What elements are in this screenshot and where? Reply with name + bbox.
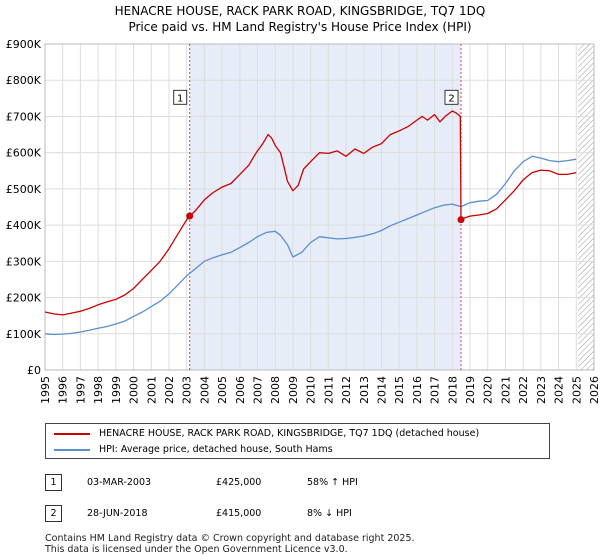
x-tick-label: 2014 xyxy=(375,376,388,404)
x-tick-label: 2018 xyxy=(446,376,459,404)
y-tick-label: £400K xyxy=(6,219,42,232)
x-tick-label: 2016 xyxy=(411,376,424,404)
x-tick-label: 1996 xyxy=(57,376,70,404)
x-tick-label: 2013 xyxy=(358,376,371,404)
x-tick-label: 2017 xyxy=(429,376,442,404)
transaction-number-badge: 1 xyxy=(45,474,62,491)
x-tick-label: 2004 xyxy=(198,376,211,404)
y-tick-label: £900K xyxy=(6,38,42,51)
chart-title: HENACRE HOUSE, RACK PARK ROAD, KINGSBRID… xyxy=(114,4,486,18)
x-tick-label: 2012 xyxy=(340,376,353,404)
x-tick-label: 2026 xyxy=(588,376,600,404)
price-chart: £0 £100K £200K £300K £400K £500K £600K £700K £80… xyxy=(6,38,600,404)
sale-label-number: 2 xyxy=(448,93,454,104)
sale-point xyxy=(186,212,194,220)
y-tick-label: £200K xyxy=(6,292,42,305)
legend-hpi-swatch xyxy=(54,448,90,451)
legend-property-label: HENACRE HOUSE, RACK PARK ROAD, KINGSBRID… xyxy=(99,428,480,439)
x-tick-label: 2020 xyxy=(482,376,495,404)
x-tick-label: 2022 xyxy=(517,376,530,404)
legend-property-swatch xyxy=(54,432,90,435)
y-tick-label: £300K xyxy=(6,255,42,268)
sale-label-frame xyxy=(173,89,188,105)
y-tick-label: £700K xyxy=(6,110,42,123)
ownership-shade xyxy=(189,44,462,370)
x-tick-label: 2007 xyxy=(252,376,265,404)
x-tick-label: 2008 xyxy=(269,376,282,404)
sale-label-box: 2 xyxy=(444,89,459,105)
x-tick-label: 2021 xyxy=(499,376,512,404)
x-tick-label: 2025 xyxy=(570,376,583,404)
footer-copyright: Contains HM Land Registry data © Crown c… xyxy=(45,533,415,544)
x-tick-label: 2023 xyxy=(535,376,548,404)
x-tick-label: 2010 xyxy=(305,376,318,404)
sale-label-number: 1 xyxy=(177,93,183,104)
legend-hpi-label: HPI: Average price, detached house, Sout… xyxy=(99,444,333,455)
property-series-line xyxy=(44,110,577,316)
plot-area-border xyxy=(44,43,595,371)
transaction-number-badge: 2 xyxy=(45,505,62,522)
y-tick-label: £0 xyxy=(27,364,41,377)
hpi-series-line xyxy=(44,155,577,336)
x-tick-label: 1995 xyxy=(39,376,52,404)
chart-subtitle: Price paid vs. HM Land Registry's House … xyxy=(128,20,472,34)
y-tick-label: £800K xyxy=(6,74,42,87)
x-tick-label: 2011 xyxy=(322,376,335,404)
transaction-hpi-change: 58% ↑ HPI xyxy=(307,477,358,488)
legend-item-hpi: HPI: Average price, detached house, Sout… xyxy=(54,443,333,457)
y-tick-label: £100K xyxy=(6,328,42,341)
x-tick-label: 1998 xyxy=(92,376,105,404)
y-tick-label: £500K xyxy=(6,183,42,196)
x-tick-label: 2009 xyxy=(287,376,300,404)
chart-legend: HENACRE HOUSE, RACK PARK ROAD, KINGSBRID… xyxy=(45,423,550,459)
x-tick-label: 2015 xyxy=(393,376,406,404)
sale-label-frame xyxy=(444,89,459,105)
sale-point xyxy=(457,216,465,224)
transaction-price: £415,000 xyxy=(216,508,262,519)
x-tick-label: 2001 xyxy=(145,376,158,404)
transaction-date: 03-MAR-2003 xyxy=(87,477,152,488)
x-tick-label: 1997 xyxy=(74,376,87,404)
legend-item-property: HENACRE HOUSE, RACK PARK ROAD, KINGSBRID… xyxy=(54,427,479,441)
x-tick-label: 1999 xyxy=(110,376,123,404)
transaction-date: 28-JUN-2018 xyxy=(87,508,148,519)
transaction-row: 2 28-JUN-2018 £415,000 8% ↓ HPI xyxy=(45,505,565,523)
x-tick-label: 2002 xyxy=(163,376,176,404)
x-tick-label: 2024 xyxy=(553,376,566,404)
sale-label-box: 1 xyxy=(173,89,188,105)
x-tick-label: 2000 xyxy=(128,376,141,404)
transaction-price: £425,000 xyxy=(216,477,262,488)
x-tick-label: 2005 xyxy=(216,376,229,404)
x-tick-label: 2006 xyxy=(234,376,247,404)
y-tick-label: £600K xyxy=(6,147,42,160)
footer-licence: This data is licensed under the Open Gov… xyxy=(45,544,348,555)
hatched-region xyxy=(578,44,594,370)
transaction-row: 1 03-MAR-2003 £425,000 58% ↑ HPI xyxy=(45,474,565,492)
transaction-hpi-change: 8% ↓ HPI xyxy=(307,508,352,519)
x-tick-label: 2019 xyxy=(464,376,477,404)
x-tick-label: 2003 xyxy=(181,376,194,404)
